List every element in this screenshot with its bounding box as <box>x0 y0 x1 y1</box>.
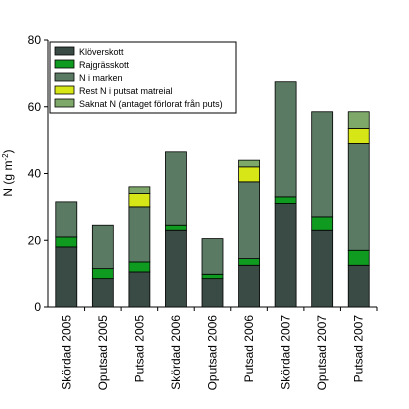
bar-segment <box>91 278 114 308</box>
bar-segment <box>128 186 151 194</box>
x-tick-label: Skördad 2005 <box>59 315 73 390</box>
bar-stack <box>165 151 187 308</box>
bar-stack <box>311 111 334 308</box>
bar-segment <box>165 224 187 231</box>
bar-segment <box>91 224 114 270</box>
legend-label: N i marken <box>79 73 123 83</box>
legend-swatch <box>54 59 75 69</box>
x-tick-label: Skördad 2007 <box>279 315 293 390</box>
bar-segment <box>128 193 151 208</box>
bar-segment <box>238 159 260 168</box>
y-tick-label: 20 <box>28 233 42 247</box>
legend-label: Rest N i putsat matreial <box>79 86 173 96</box>
bar-segment <box>311 111 334 218</box>
legend: Klöverskott Rajgrässkott N i marken Rest N … <box>49 41 237 114</box>
bar-segment <box>238 181 260 260</box>
x-tick-label: Oputsad 2006 <box>206 315 220 391</box>
legend-swatch <box>54 85 75 95</box>
y-axis-title: N (g m-2) <box>1 149 16 196</box>
bar-stack <box>201 238 224 308</box>
bar-segment <box>274 196 297 204</box>
legend-label: Klöverskott <box>79 47 124 57</box>
bar-segment <box>55 246 78 308</box>
legend-box <box>49 41 237 114</box>
bar-segment <box>128 261 151 273</box>
legend-label: Saknat N (antaget förlorat från puts) <box>79 99 223 109</box>
bar-segment <box>274 203 297 308</box>
bar-segment <box>55 201 78 238</box>
bar-stack <box>347 111 370 308</box>
bar-segment <box>201 273 224 280</box>
bar-segment <box>238 258 260 266</box>
y-tick-label: 40 <box>28 167 42 181</box>
bar-segment <box>91 268 114 280</box>
bar-segment <box>311 229 334 308</box>
bar-segment <box>347 143 370 251</box>
x-tick-label: Skördad 2006 <box>169 315 183 390</box>
y-axis: 0 20 40 60 80 <box>28 33 49 314</box>
legend-swatch <box>54 72 75 82</box>
y-tick-label: 0 <box>34 300 41 314</box>
y-tick-label: 60 <box>28 100 42 114</box>
x-axis: Skördad 2005 Oputsad 2005 Putsad 2005 Skörd… <box>48 306 378 391</box>
bar-segment <box>55 236 78 248</box>
legend-swatch <box>54 46 75 56</box>
bar-segment <box>201 278 224 308</box>
bar-segment <box>311 216 334 231</box>
bar-stack <box>91 224 114 308</box>
y-tick-label: 80 <box>28 33 42 47</box>
legend-swatch <box>54 98 75 108</box>
bar-segment <box>238 166 260 183</box>
bar-stack <box>238 159 260 308</box>
x-tick-label: Putsad 2005 <box>132 315 146 383</box>
legend-label: Rajgrässkott <box>79 60 130 70</box>
bar-segment <box>201 238 224 275</box>
bar-segment <box>128 271 151 308</box>
bar-segment <box>238 264 260 308</box>
x-tick-label: Oputsad 2005 <box>96 315 110 391</box>
bar-segment <box>165 229 187 308</box>
x-tick-label: Putsad 2006 <box>242 315 256 383</box>
bar-stack <box>274 81 297 308</box>
bar-segment <box>347 111 370 129</box>
bar-segment <box>274 81 297 198</box>
x-tick-label: Putsad 2007 <box>352 315 366 383</box>
bar-segment <box>347 128 370 144</box>
bar-segment <box>347 264 370 308</box>
bar-stack <box>128 186 151 308</box>
bar-stack <box>55 201 78 308</box>
bar-segment <box>128 206 151 263</box>
bar-segment <box>165 151 187 226</box>
bar-stacks <box>55 81 370 308</box>
bar-segment <box>347 249 370 266</box>
x-tick-label: Oputsad 2007 <box>315 315 329 391</box>
